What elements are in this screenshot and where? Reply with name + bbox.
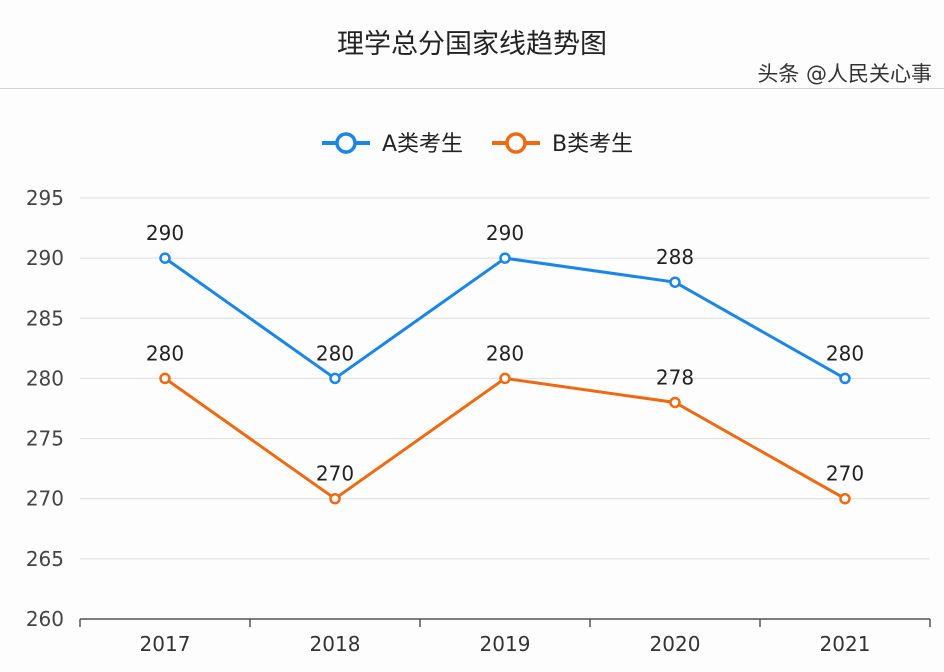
x-tick-label: 2019 (480, 632, 531, 656)
legend-label: A类考生 (382, 132, 463, 157)
data-point (669, 396, 681, 409)
data-point (669, 276, 681, 288)
y-tick-label: 285 (26, 306, 64, 330)
data-label: 290 (146, 221, 184, 245)
y-tick-label: 270 (26, 487, 64, 511)
data-point (159, 372, 171, 385)
data-point (329, 372, 341, 385)
data-label: 270 (316, 462, 354, 486)
data-point (159, 252, 171, 264)
data-label: 280 (316, 341, 354, 365)
data-label: 278 (656, 365, 694, 389)
x-tick-label: 2021 (820, 632, 871, 656)
data-label: 290 (486, 221, 524, 245)
title-divider (0, 88, 944, 89)
x-tick-label: 2018 (310, 632, 361, 656)
x-tick-label: 2020 (650, 632, 701, 656)
legend-marker-icon (335, 132, 357, 154)
y-tick-label: 260 (26, 607, 64, 631)
data-point (329, 492, 341, 505)
data-label: 280 (146, 341, 184, 365)
y-tick-label: 280 (26, 366, 64, 390)
y-tick-label: 290 (26, 246, 64, 270)
watermark: 头条 @人民关心事 (757, 62, 932, 86)
legend-marker-icon (505, 132, 527, 154)
data-label: 270 (826, 462, 864, 486)
data-label: 288 (656, 245, 694, 269)
y-tick-label: 275 (26, 427, 64, 451)
chart-title: 理学总分国家线趋势图 (337, 29, 607, 60)
y-tick-label: 295 (26, 186, 64, 210)
y-tick-label: 265 (26, 547, 64, 571)
data-point (839, 492, 851, 505)
data-point (839, 372, 851, 385)
x-tick-label: 2017 (140, 632, 191, 656)
data-label: 280 (486, 341, 524, 365)
data-point (499, 252, 511, 264)
data-point (499, 372, 511, 385)
legend-label: B类考生 (552, 132, 633, 157)
data-label: 280 (826, 341, 864, 365)
